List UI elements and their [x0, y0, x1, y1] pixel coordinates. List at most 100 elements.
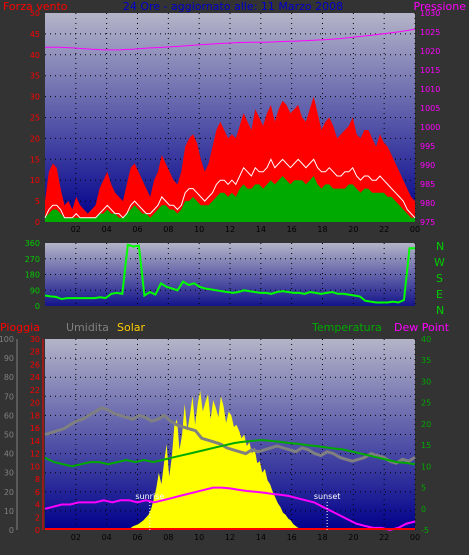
humidity-y-tick-label: 100 [0, 335, 14, 344]
temperature-y-tick-label: 15 [421, 441, 431, 450]
chart-title: 24 Ore - aggiornato alle: 11 Marzo 2008 [123, 0, 343, 13]
wind-average-line [44, 158, 416, 219]
compass-label-w: W [434, 256, 445, 269]
rain-axis-label: Pioggia [0, 321, 40, 334]
pressure-y-tick-label: 990 [420, 161, 435, 170]
rain-y-tick-label: 20 [30, 399, 40, 408]
pressure-y-tick-label: 975 [420, 218, 435, 227]
x-tick-label: 14 [256, 225, 266, 234]
compass-label-e: E [436, 288, 443, 301]
wind-y-tick-label: 35 [30, 72, 40, 81]
wind-y-tick-label: 15 [30, 155, 40, 164]
x-tick-label: 18 [317, 533, 327, 542]
wind-direction-line [44, 243, 415, 304]
rain-y-tick-label: 2 [35, 513, 40, 522]
x-tick-label: 20 [348, 225, 358, 234]
dew-point-axis-label: Dew Point [394, 321, 450, 334]
sunset-label: sunset [314, 492, 341, 501]
rain-y-tick-label: 4 [35, 501, 40, 510]
humidity-y-tick-label: 0 [9, 526, 14, 535]
rain-y-tick-label: 8 [35, 475, 40, 484]
dew-point-line [44, 486, 416, 532]
wind-axis-label: Forza vento [3, 0, 68, 13]
humidity-y-tick-label: 80 [4, 373, 14, 382]
temperature-y-tick-label: 10 [421, 462, 431, 471]
wind-y-tick-label: 5 [35, 197, 40, 206]
pressure-y-tick-label: 985 [420, 180, 435, 189]
x-tick-label: 12 [225, 533, 235, 542]
x-tick-label: 10 [194, 533, 204, 542]
direction-y-tick-label: 0 [35, 302, 40, 311]
humidity-y-tick-label: 20 [4, 488, 14, 497]
pressure-y-tick-label: 980 [420, 199, 435, 208]
rain-y-tick-label: 14 [30, 437, 40, 446]
humidity-y-tick-label: 30 [4, 469, 14, 478]
x-tick-label: 04 [102, 533, 112, 542]
compass-label-s: S [436, 272, 443, 285]
rain-y-tick-label: 18 [30, 411, 40, 420]
x-tick-label: 08 [163, 533, 173, 542]
temperature-line [44, 438, 416, 468]
wind-y-tick-label: 0 [35, 218, 40, 227]
rain-y-tick-label: 22 [30, 386, 40, 395]
pressure-y-tick-label: 995 [420, 142, 435, 151]
rain-y-tick-label: 30 [30, 335, 40, 344]
rain-y-tick-label: 16 [30, 424, 40, 433]
temperature-y-tick-label: 25 [421, 399, 431, 408]
pressure-y-tick-label: 1030 [420, 9, 440, 18]
pressure-y-tick-label: 1010 [420, 85, 440, 94]
wind-y-tick-label: 20 [30, 134, 40, 143]
pressure-y-tick-label: 1025 [420, 28, 440, 37]
temperature-y-tick-label: 5 [421, 484, 426, 493]
pressure-line [45, 28, 416, 51]
humidity-axis-label: Umidita [66, 321, 109, 334]
sunrise-label: sunrise [135, 492, 164, 501]
x-tick-label: 18 [317, 225, 327, 234]
temperature-y-tick-label: -5 [421, 526, 429, 535]
humidity-line [44, 406, 416, 465]
solar-axis-label: Solar [117, 321, 146, 334]
rain-y-tick-label: 26 [30, 360, 40, 369]
x-tick-label: 20 [348, 533, 358, 542]
x-tick-label: 00 [410, 533, 420, 542]
pressure-y-tick-label: 1000 [420, 123, 440, 132]
wind-y-tick-label: 30 [30, 93, 40, 102]
wind-y-tick-label: 50 [30, 9, 40, 18]
direction-y-tick-label: 180 [25, 271, 40, 280]
pressure-y-tick-label: 1020 [420, 47, 440, 56]
compass-label-n-top: N [436, 240, 444, 253]
wind-green-area [45, 176, 415, 222]
rain-y-tick-label: 28 [30, 348, 40, 357]
pressure-axis-label: Pressione [414, 0, 467, 13]
x-tick-label: 22 [379, 225, 389, 234]
x-tick-label: 10 [194, 225, 204, 234]
rain-y-tick-label: 24 [30, 373, 40, 382]
pressure-y-tick-label: 1005 [420, 104, 440, 113]
x-tick-label: 06 [132, 225, 142, 234]
compass-label-n-bottom: N [436, 304, 444, 317]
x-tick-label: 00 [410, 225, 420, 234]
x-tick-label: 04 [102, 225, 112, 234]
direction-y-tick-label: 360 [25, 239, 40, 248]
humidity-y-tick-label: 50 [4, 431, 14, 440]
wind-y-tick-label: 45 [30, 30, 40, 39]
humidity-y-tick-label: 40 [4, 450, 14, 459]
temperature-y-tick-label: 30 [421, 377, 431, 386]
temperature-axis-label: Temperatura [311, 321, 382, 334]
x-tick-label: 14 [256, 533, 266, 542]
humidity-y-tick-label: 70 [4, 392, 14, 401]
wind-y-tick-label: 40 [30, 51, 40, 60]
direction-y-tick-label: 90 [30, 286, 40, 295]
x-tick-label: 22 [379, 533, 389, 542]
temperature-y-tick-label: 0 [421, 505, 426, 514]
x-tick-label: 02 [71, 533, 81, 542]
temperature-y-tick-label: 35 [421, 356, 431, 365]
x-tick-label: 12 [225, 225, 235, 234]
x-tick-label: 16 [287, 225, 297, 234]
rain-y-tick-label: 0 [35, 526, 40, 535]
temperature-y-tick-label: 40 [421, 335, 431, 344]
rain-y-tick-label: 12 [30, 450, 40, 459]
solar-radiation-area [45, 390, 415, 530]
humidity-y-tick-label: 60 [4, 411, 14, 420]
